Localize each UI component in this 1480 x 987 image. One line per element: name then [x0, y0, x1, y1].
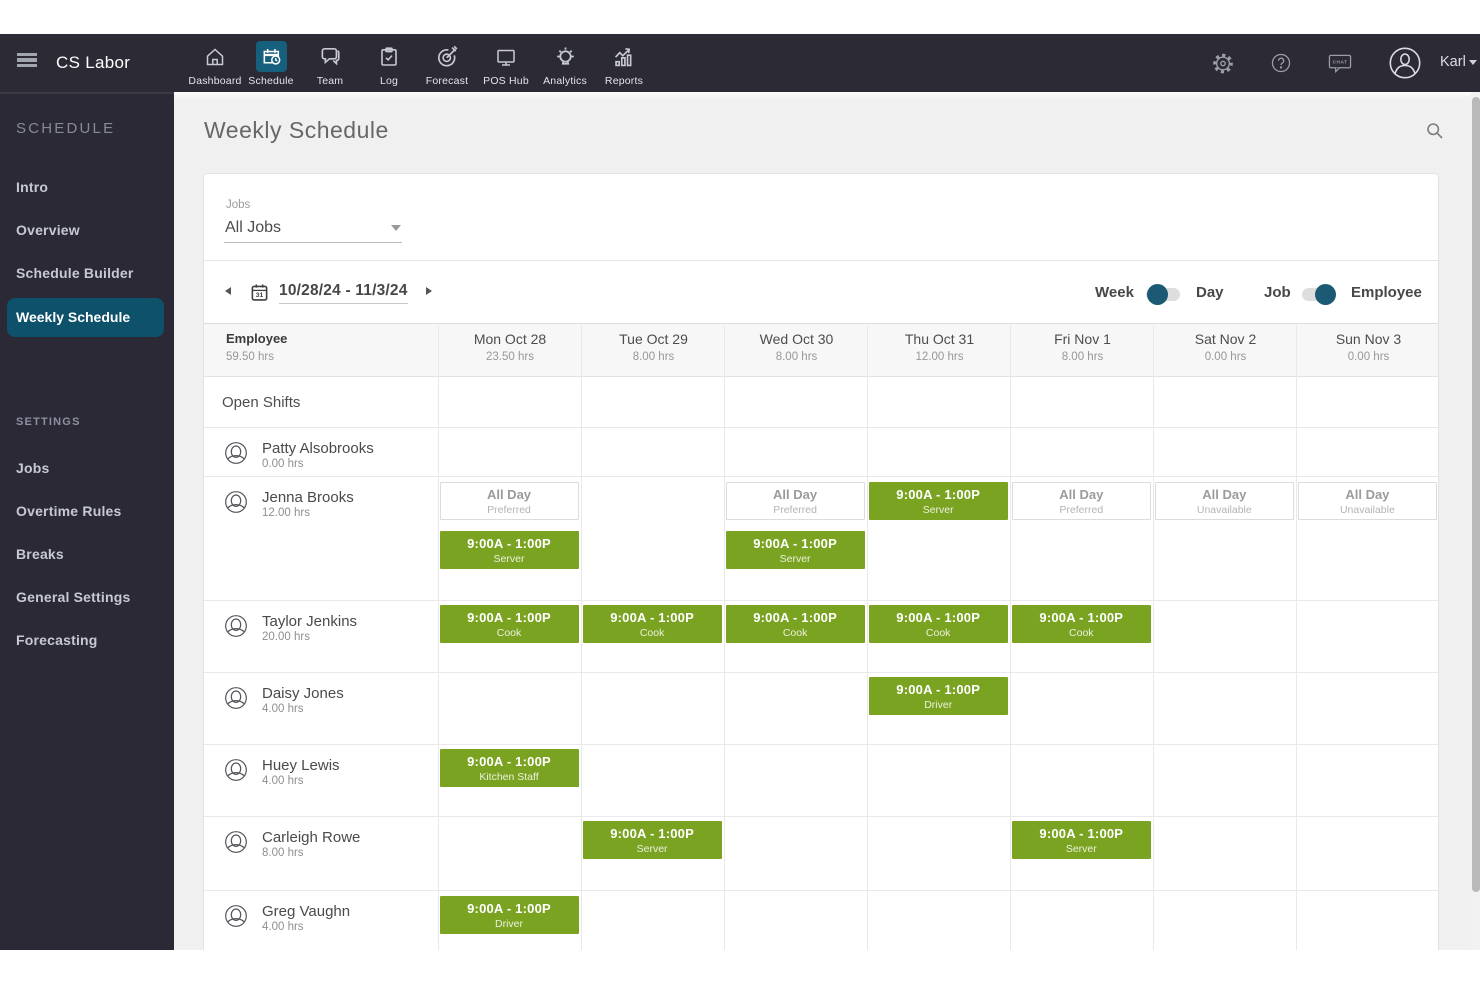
svg-text:CHAT: CHAT	[1333, 59, 1348, 65]
svg-text:31: 31	[256, 292, 264, 299]
